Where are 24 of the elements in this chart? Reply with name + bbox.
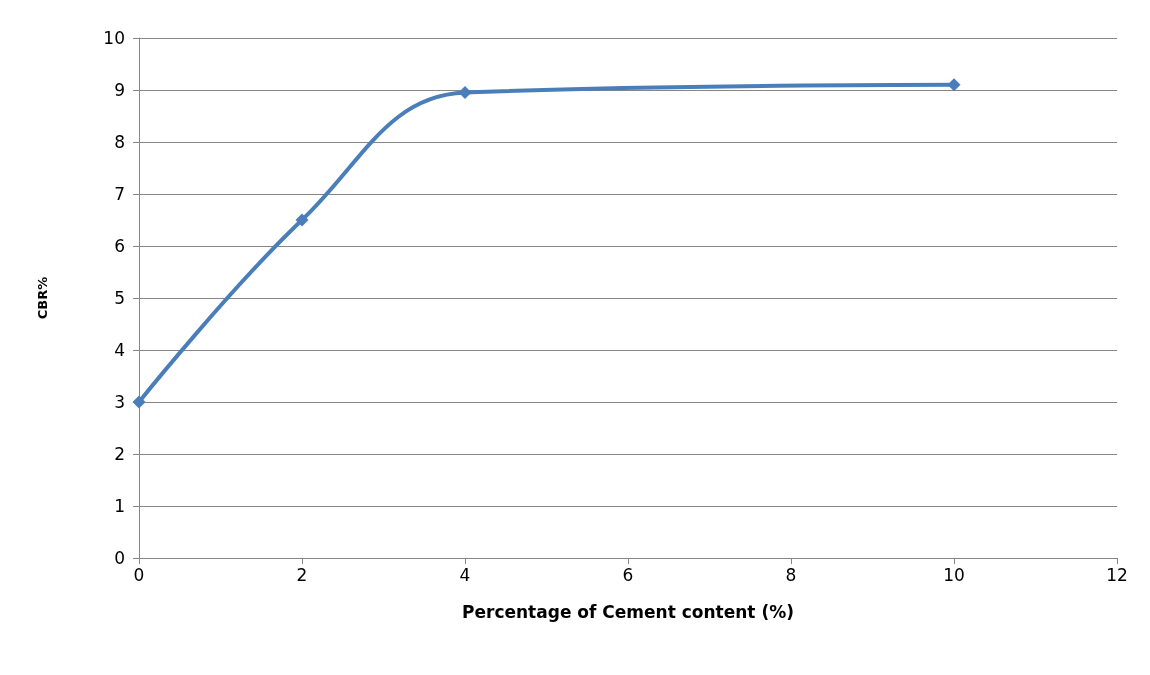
x-tick-label: 6 bbox=[622, 564, 634, 585]
x-tick-label: 0 bbox=[133, 564, 145, 585]
y-tick-label: 0 bbox=[114, 548, 125, 568]
y-tick-label: 1 bbox=[114, 496, 125, 516]
x-tick-label: 8 bbox=[785, 564, 797, 585]
y-tick-label: 3 bbox=[114, 392, 125, 412]
y-tick-label: 7 bbox=[114, 184, 125, 204]
x-tick-label: 10 bbox=[943, 564, 965, 585]
y-tick-label: 8 bbox=[114, 132, 125, 152]
y-tick-label: 5 bbox=[114, 288, 125, 308]
x-axis-title: Percentage of Cement content (%) bbox=[462, 601, 794, 622]
y-tick-label: 9 bbox=[114, 80, 125, 100]
point bbox=[458, 86, 472, 100]
y-tick-label: 6 bbox=[114, 236, 125, 256]
x-tick-label: 4 bbox=[459, 564, 471, 585]
y-tick-label: 4 bbox=[114, 340, 125, 360]
y-axis-title: CBR% bbox=[35, 276, 50, 320]
point bbox=[947, 78, 961, 92]
y-tick-label: 2 bbox=[114, 444, 125, 464]
x-tick-label: 12 bbox=[1106, 564, 1128, 585]
point bbox=[295, 213, 309, 227]
x-tick-label: 2 bbox=[296, 564, 308, 585]
point bbox=[132, 395, 146, 409]
y-tick-label: 10 bbox=[103, 28, 125, 48]
